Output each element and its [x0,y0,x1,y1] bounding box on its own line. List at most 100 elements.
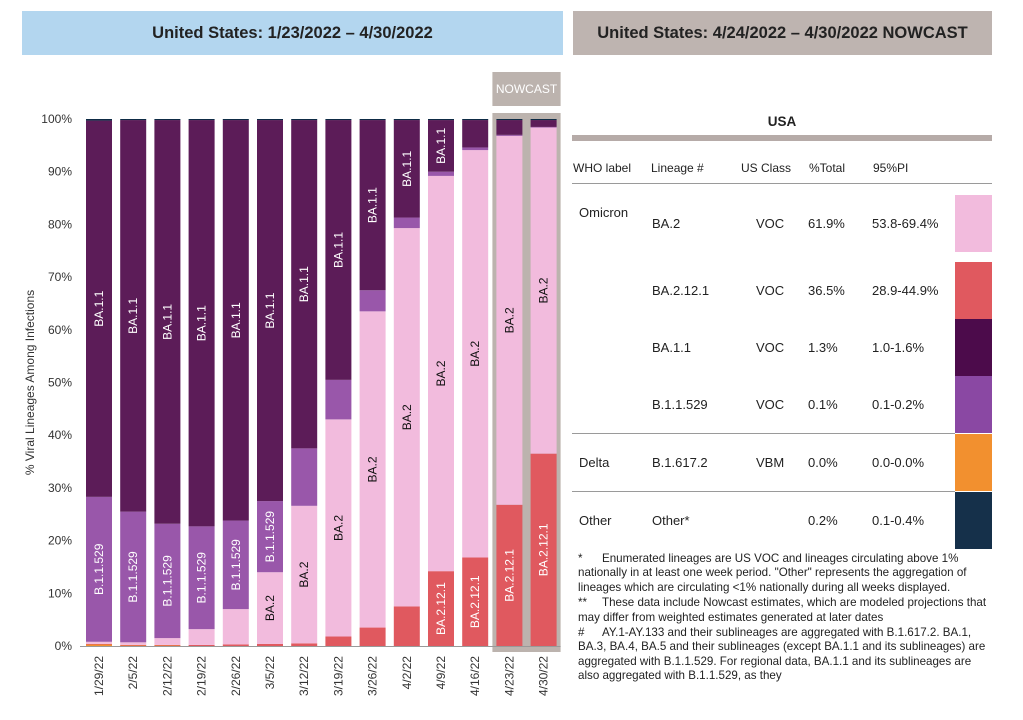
y-tick-label: 20% [48,534,72,548]
bar-segment-ba-2-12-1 [188,644,215,646]
us-class-cell: VOC [756,215,785,231]
color-swatch [955,319,992,376]
bar-label-b-1-1-529: B.1.1.529 [92,543,106,595]
bar-segment-other [359,119,386,121]
bar-segment-b-1-1-529 [188,526,215,630]
bar-label-ba-2: BA.2 [400,404,414,430]
bar-label-b-1-1-529: B.1.1.529 [263,511,277,563]
bar-segment-other [496,119,523,121]
bar-segment-b-1-1-529 [462,147,489,151]
x-tick-label: 3/26/22 [366,656,380,696]
pi-cell: 0.1-0.2% [872,376,955,434]
us-class-cell: VOC [740,376,808,434]
x-tick-label: 4/9/22 [434,656,448,690]
footnote-text: Enumerated lineages are US VOC and linea… [578,552,967,594]
bar-segment-ba-1-1 [222,120,249,521]
bar-segment-b-1-1-529 [359,290,386,312]
bar-segment-other [462,119,489,121]
bar-segment-ba-2-12-1 [120,644,147,646]
bar-label-ba-1-1: BA.1.1 [366,187,380,223]
bar-segment-ba-2 [86,641,112,644]
bar-segment-ba-2 [188,629,215,645]
footnote-mark: * [578,552,583,565]
bar-segment-ba-2 [257,572,283,644]
y-tick-label: 60% [48,323,72,337]
x-tick-label: 2/12/22 [160,656,174,696]
bar-segment-ba-2 [393,228,420,607]
bar-segment-other [325,119,352,121]
percent-total-cell: 1.3% [808,340,838,355]
bar-label-ba-2: BA.2 [366,456,380,482]
bar-label-ba-1-1: BA.1.1 [297,266,311,302]
percent-total-cell: 61.9% [808,215,845,231]
y-tick-label: 50% [48,376,72,390]
bar-segment-ba-2-12-1 [86,643,112,645]
bar-segment-ba-2-12-1 [154,644,181,646]
header-95-pi: 95%PI [872,153,955,184]
bar-segment-ba-2 [120,642,147,645]
bar-label-ba-1-1: BA.1.1 [126,298,140,334]
bar-segment-ba-2 [325,419,352,637]
y-tick-label: 70% [48,270,72,284]
bar-segment-b-1-1-529 [222,520,249,610]
us-class-cell: VOC [756,283,785,298]
y-tick-label: 30% [48,481,72,495]
y-tick-label: 100% [41,112,72,126]
bar-segment-ba-1-1 [393,120,420,218]
bar-label-ba-2: BA.2 [537,277,551,303]
lineage-row: Other Other* 0.2% 0.1-0.4% [572,491,992,550]
x-tick-label: 3/5/22 [263,656,277,690]
pi-cell: 0.0-0.0% [872,433,955,492]
bar-segment-ba-1-1 [428,120,454,172]
x-tick-label: 2/5/22 [126,656,140,690]
x-tick-label: 4/23/22 [502,656,516,696]
us-class-cell: VBM [740,433,808,492]
bar-label-ba-1-1: BA.1.1 [160,304,174,340]
bar-segment-ba-2 [154,638,181,645]
bar-label-ba-2: BA.2 [263,595,277,621]
stacked-bar-chart: % Viral Lineages Among Infections 0% 10% 20… [23,72,561,696]
bar-segment-ba-2 [359,311,386,628]
bar-segment-ba-1-1 [291,120,318,449]
who-label-cell: Other [579,513,612,528]
who-label-cell [572,319,650,376]
lineage-row: Delta B.1.617.2 VBM 0.0% 0.0-0.0% [572,433,992,492]
bar-segment-ba-2 [222,609,249,645]
x-tick-label: 3/19/22 [331,656,345,696]
bar-segment-b-1-1-529 [154,523,181,639]
bar-label-ba-2: BA.2 [331,515,345,541]
color-swatch [955,184,992,263]
bar-segment-b-1-1-529 [291,448,318,506]
bar-segment-b-1-1-529 [530,126,557,128]
bar-segment-ba-2 [428,175,454,572]
bar-segment-other [222,119,249,121]
bar-segment-b-1-617-2 [86,644,112,646]
bar-segment-ba-1-1 [359,120,386,291]
bar-segment-b-1-1-529 [393,217,420,229]
bar-segment-ba-2-12-1 [359,627,386,646]
bar-segment-ba-2-12-1 [291,643,318,646]
lineage-cell: B.1.617.2 [650,433,740,492]
bar-segment-ba-2-12-1 [530,453,557,646]
bar-segment-ba-1-1 [496,120,523,135]
x-tick-label: 2/19/22 [195,656,209,696]
bar-label-b-1-1-529: B.1.1.529 [195,552,209,604]
bar-segment-ba-2-12-1 [462,557,489,646]
bar-segment-ba-1-1 [462,120,489,148]
bar-segment-other [393,119,420,121]
bar-segment-ba-2 [496,135,523,505]
bar-segment-other [86,119,112,121]
x-tick-label: 4/16/22 [468,656,482,696]
bar-segment-ba-2 [291,505,318,644]
bar-label-ba-2: BA.2 [468,340,482,366]
y-tick-label: 0% [55,639,73,653]
lineage-cell: BA.2.12.1 [652,283,710,298]
lineage-cell: BA.2 [652,215,681,231]
footnote-mark: # [578,626,585,640]
bar-segment-other [120,119,147,121]
who-label-cell [572,376,650,434]
bar-segment-ba-2-12-1 [325,636,352,646]
header-right-nowcast-range: United States: 4/24/2022 – 4/30/2022 NOW… [573,11,992,55]
lineage-cell: BA.1.1 [652,340,692,355]
pi-cell: 53.8-69.4% [872,215,939,231]
